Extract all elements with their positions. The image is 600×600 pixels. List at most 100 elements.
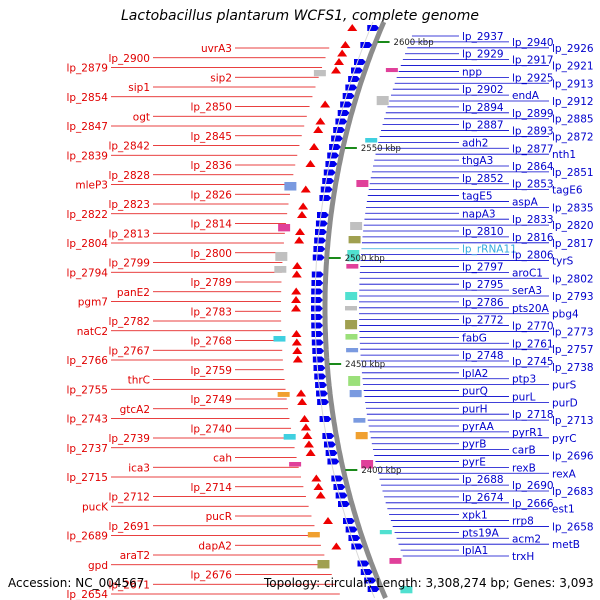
left-gene-label: lp_2814 — [190, 219, 232, 231]
feature-stripe — [389, 558, 402, 564]
right-gene-label: lp_2925 — [512, 72, 554, 84]
left-gene-label: lp_2850 — [190, 102, 232, 114]
left-gene-label: lp_2813 — [108, 228, 150, 240]
left-gene-label: pucR — [206, 511, 232, 523]
right-gene-label: napA3 — [462, 208, 496, 220]
left-gene-label: lp_2671 — [108, 579, 150, 591]
minus-strand-arrow — [322, 433, 335, 439]
right-gene-label: tagE6 — [552, 185, 583, 197]
right-gene-label: lp_2683 — [552, 486, 594, 498]
right-gene-label: lp_2786 — [462, 297, 504, 309]
right-gene-label: carB — [512, 445, 536, 457]
plus-strand-arrow — [291, 330, 302, 337]
plus-strand-arrow — [291, 296, 302, 303]
right-gene-label: pyrE — [462, 456, 486, 468]
right-gene-label: lp_2851 — [552, 167, 594, 179]
minus-strand-arrow — [323, 169, 336, 176]
plus-strand-arrow — [305, 449, 316, 456]
minus-strand-arrow — [345, 84, 358, 91]
right-gene-label: nth1 — [552, 149, 576, 161]
left-gene-label: dapA2 — [198, 540, 232, 552]
plus-strand-arrow — [294, 228, 305, 235]
minus-strand-arrow — [311, 288, 324, 295]
right-gene-label: acm2 — [512, 533, 541, 545]
left-gene-label: lp_2823 — [108, 199, 150, 211]
right-gene-label: lp_2937 — [462, 31, 504, 43]
left-gene-label: lp_2712 — [108, 492, 150, 504]
right-gene-label: lp_2690 — [512, 480, 554, 492]
minus-strand-arrow — [317, 399, 330, 405]
feature-stripe — [278, 224, 291, 232]
right-gene-label: tagE5 — [462, 191, 493, 203]
minus-strand-arrow — [325, 450, 338, 456]
right-gene-label: trxH — [512, 551, 534, 563]
right-gene-label: rrp8 — [512, 516, 534, 528]
scale-tick-label: 2500 kbp — [345, 254, 385, 264]
left-gene-label: lp_2783 — [190, 306, 232, 318]
left-gene-label: lp_2789 — [190, 277, 232, 289]
minus-strand-arrow — [329, 144, 342, 150]
left-gene-label: lp_2737 — [66, 443, 108, 455]
minus-strand-arrow — [345, 526, 358, 533]
left-gene-label: sip1 — [128, 82, 150, 94]
minus-strand-arrow — [311, 322, 324, 329]
plus-strand-arrow — [299, 415, 310, 422]
minus-strand-arrow — [322, 178, 335, 184]
right-gene-label: lp_2738 — [552, 362, 594, 374]
right-gene-label: rexB — [512, 462, 536, 474]
plus-strand-arrow — [294, 236, 305, 244]
left-gene-label: lp_2766 — [66, 355, 108, 367]
right-gene-label: pts19A — [462, 527, 500, 539]
right-gene-label: lp_2696 — [552, 451, 594, 463]
right-gene-label: lp_2674 — [462, 492, 504, 504]
right-gene-label: lp_2885 — [552, 114, 594, 126]
feature-stripe — [347, 250, 360, 262]
right-gene-label: ptp3 — [512, 374, 536, 386]
feature-stripe — [345, 292, 358, 301]
minus-strand-arrow — [315, 220, 328, 227]
right-gene-label: lp_2913 — [552, 78, 594, 90]
right-gene-label: pyrAA — [462, 421, 495, 433]
minus-strand-arrow — [313, 246, 326, 252]
minus-strand-arrow — [348, 76, 361, 82]
right-gene-label: lp_2899 — [512, 108, 554, 120]
left-gene-label: lp_2804 — [66, 238, 108, 250]
minus-strand-arrow — [312, 348, 325, 354]
minus-strand-arrow — [337, 501, 350, 507]
plus-strand-arrow — [315, 491, 326, 499]
left-gene-label: lp_2740 — [190, 423, 232, 435]
left-gene-label: lp_2768 — [190, 336, 232, 348]
minus-strand-arrow — [327, 458, 340, 465]
plus-strand-arrow — [313, 126, 324, 133]
minus-strand-arrow — [316, 212, 329, 218]
left-gene-label: lp_2743 — [66, 414, 108, 426]
scale-tick-label: 2600 kbp — [394, 38, 434, 48]
feature-stripe — [356, 180, 369, 188]
feature-stripe — [376, 96, 389, 106]
plus-strand-arrow — [305, 160, 316, 167]
right-gene-label: purH — [462, 403, 488, 415]
minus-strand-arrow — [331, 135, 344, 142]
right-gene-label: thgA3 — [462, 155, 493, 167]
left-gene-label: lp_2715 — [66, 472, 108, 484]
plus-strand-arrow — [337, 49, 348, 57]
right-gene-label: lp_2833 — [512, 214, 554, 226]
right-gene-label: adh2 — [462, 137, 488, 149]
plus-strand-arrow — [303, 440, 314, 448]
left-gene-label: lp_2749 — [190, 394, 232, 406]
left-gene-label: lp_2845 — [190, 131, 232, 143]
left-gene-label: araT2 — [120, 550, 150, 562]
right-gene-label: lp_2940 — [512, 37, 554, 49]
plus-strand-arrow — [291, 304, 302, 312]
right-gene-label: serA3 — [512, 285, 542, 297]
plus-strand-arrow — [292, 347, 303, 354]
right-gene-label: lp_2795 — [462, 279, 504, 291]
right-gene-label: aspA — [512, 196, 539, 208]
right-gene-label: lp_2877 — [512, 143, 554, 155]
minus-strand-arrow — [311, 314, 324, 320]
feature-stripe — [307, 532, 320, 538]
right-gene-label: pyrR1 — [512, 427, 543, 439]
feature-stripe — [350, 222, 363, 230]
minus-strand-arrow — [360, 569, 373, 575]
